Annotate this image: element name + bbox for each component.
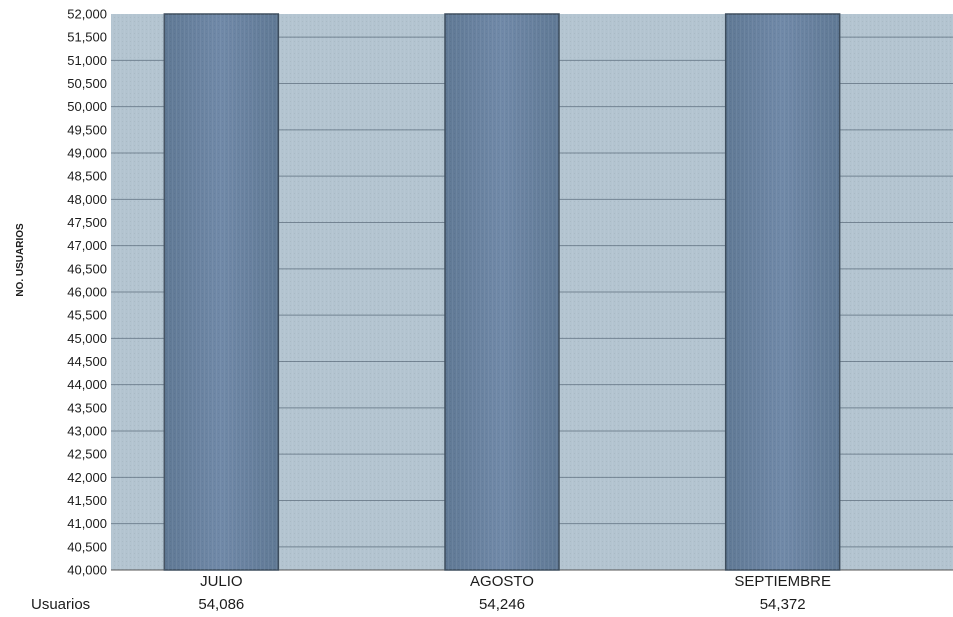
y-tick-label: 47,000 (67, 238, 107, 253)
y-tick-label: 50,000 (67, 99, 107, 114)
x-category-label: JULIO (200, 573, 243, 590)
y-tick-label: 45,000 (67, 331, 107, 346)
y-tick-label: 42,000 (67, 470, 107, 485)
y-tick-label: 49,500 (67, 122, 107, 137)
y-tick-label: 42,500 (67, 447, 107, 462)
y-tick-label: 48,500 (67, 169, 107, 184)
bar-texture (725, 14, 840, 570)
table-value: 54,086 (198, 596, 244, 613)
y-tick-label: 44,500 (67, 354, 107, 369)
bar-texture (164, 14, 279, 570)
y-tick-label: 49,000 (67, 146, 107, 161)
y-axis-ticks: 40,000 40,500 41,000 41,500 42,000 42,500 43,0… (67, 7, 107, 578)
table-value: 54,372 (760, 596, 806, 613)
bars (163, 13, 841, 571)
table-row-label: Usuarios (31, 596, 90, 613)
y-tick-label: 44,000 (67, 377, 107, 392)
x-category-label: AGOSTO (470, 573, 534, 590)
y-tick-label: 47,500 (67, 215, 107, 230)
y-tick-label: 52,000 (67, 7, 107, 22)
y-tick-label: 40,000 (67, 563, 107, 578)
y-tick-label: 41,000 (67, 516, 107, 531)
bar-texture (445, 14, 559, 570)
y-tick-label: 46,000 (67, 285, 107, 300)
x-category-label: SEPTIEMBRE (734, 573, 831, 590)
y-tick-label: 51,000 (67, 53, 107, 68)
y-tick-label: 43,000 (67, 424, 107, 439)
y-tick-label: 46,500 (67, 261, 107, 276)
y-tick-label: 45,500 (67, 308, 107, 323)
table-value: 54,246 (479, 596, 525, 613)
y-tick-label: 50,500 (67, 76, 107, 91)
y-tick-label: 40,500 (67, 539, 107, 554)
y-tick-label: 41,500 (67, 493, 107, 508)
x-axis-categories: JULIO AGOSTO SEPTIEMBRE (200, 573, 831, 590)
y-tick-label: 43,500 (67, 400, 107, 415)
y-tick-label: 48,000 (67, 192, 107, 207)
data-table: Usuarios 54,086 54,246 54,372 (31, 596, 806, 613)
grid-lines (111, 36, 953, 571)
y-axis-label: NO. USUARIOS (15, 223, 26, 297)
y-tick-label: 51,500 (67, 30, 107, 45)
